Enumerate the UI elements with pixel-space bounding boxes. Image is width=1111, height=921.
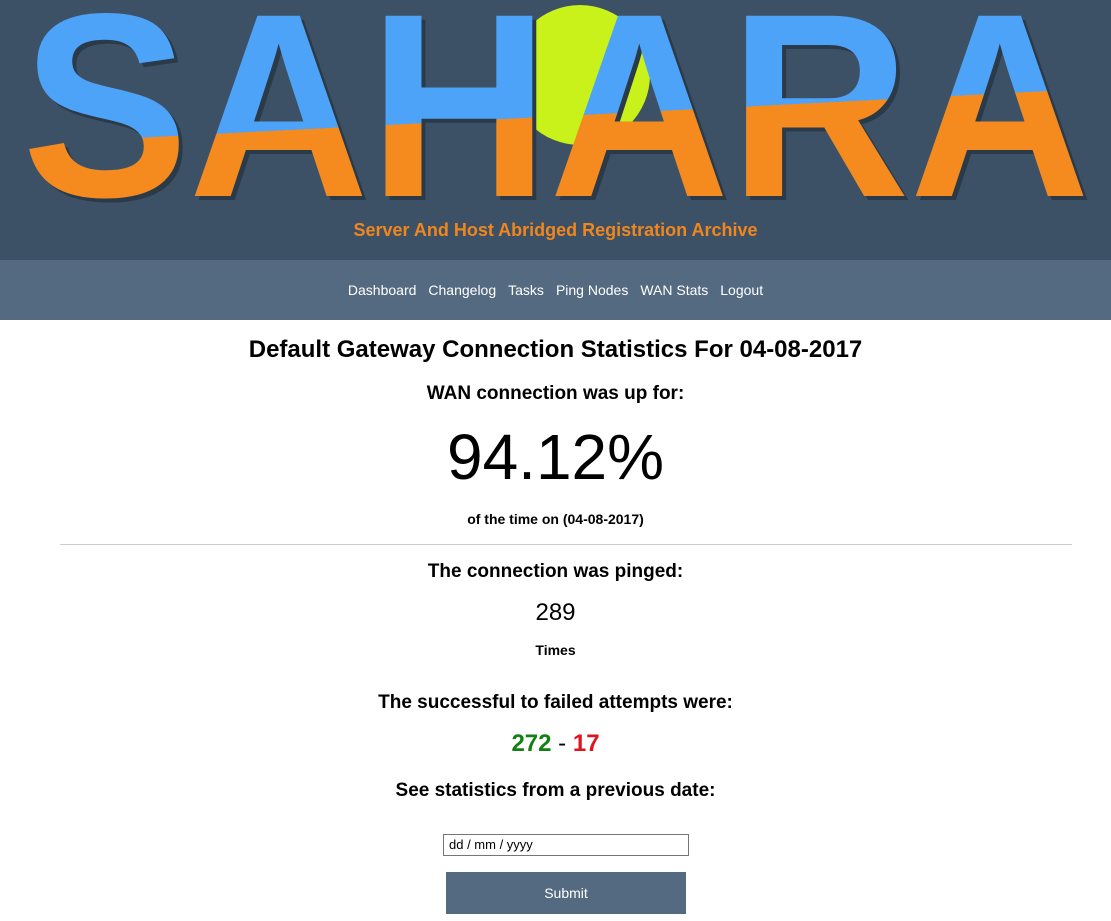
pings-count: 289 bbox=[535, 599, 576, 626]
nav-link[interactable]: Changelog bbox=[428, 282, 497, 298]
nav-link[interactable]: Ping Nodes bbox=[555, 282, 629, 298]
attempts-label: The successful to failed attempts were: bbox=[378, 692, 733, 713]
separator: - bbox=[558, 730, 567, 757]
logo-sun bbox=[510, 5, 650, 145]
pings-label: The connection was pinged: bbox=[427, 561, 684, 582]
nav-link[interactable]: WAN Stats bbox=[640, 282, 709, 298]
header: SAHARA SAHARA Server And Host Abridged R… bbox=[0, 0, 1111, 260]
nav-bar: Dashboard Changelog Tasks Ping Nodes WAN Sta… bbox=[0, 260, 1111, 320]
nav-link[interactable]: Dashboard bbox=[347, 282, 417, 298]
logo-text: SAHARA bbox=[22, 0, 1090, 215]
uptime-label: WAN connection was up for: bbox=[426, 383, 685, 404]
successful-count: 272 bbox=[511, 730, 552, 757]
uptime-caption: of the time on (04-08-2017) bbox=[467, 511, 644, 527]
failed-count: 17 bbox=[572, 730, 600, 757]
subtitle: Server And Host Abridged Registration Ar… bbox=[353, 220, 758, 240]
page-title: Default Gateway Connection Statistics Fo… bbox=[248, 336, 863, 363]
divider bbox=[60, 544, 1072, 545]
attempts-row: 272 - 17 bbox=[0, 730, 1111, 758]
logo-shadow: SAHARA bbox=[26, 0, 1094, 215]
submit-button[interactable]: Submit bbox=[446, 872, 686, 914]
nav-link[interactable]: Logout bbox=[720, 282, 764, 298]
date-input[interactable]: dd / mm / yyyy bbox=[443, 834, 689, 856]
logo: SAHARA SAHARA bbox=[22, 0, 1094, 215]
history-label: See statistics from a previous date: bbox=[395, 780, 716, 801]
uptime-value: 94.12% bbox=[446, 421, 665, 493]
nav-link[interactable]: Tasks bbox=[508, 282, 544, 298]
pings-unit: Times bbox=[535, 642, 576, 658]
